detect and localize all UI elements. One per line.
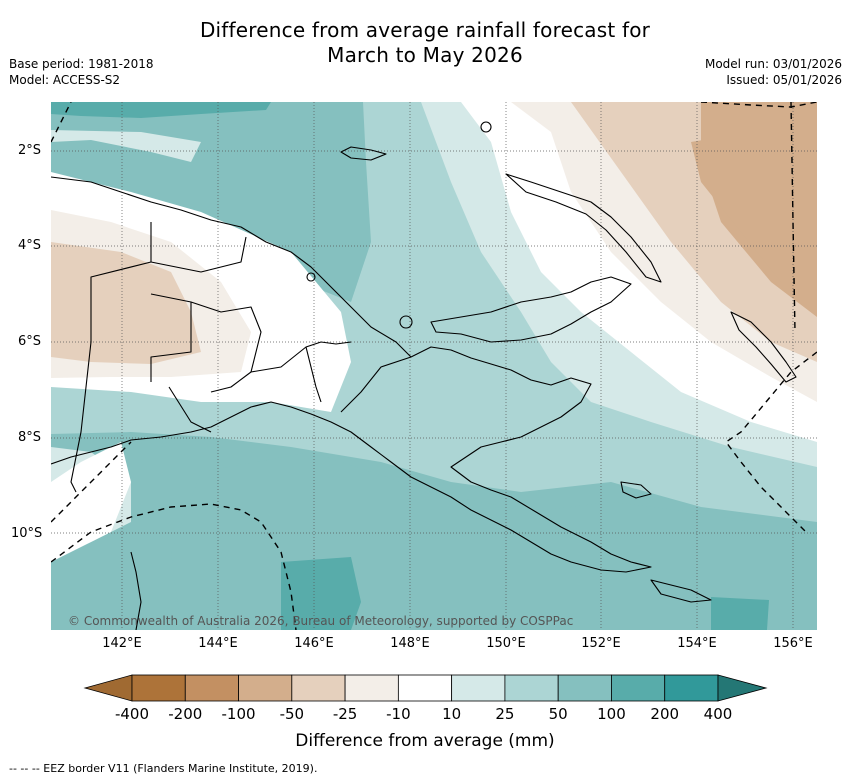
- island-small-3: [480, 121, 492, 133]
- new-guinea-coast: [51, 176, 652, 573]
- new-ireland: [505, 173, 662, 283]
- eez-southeast: [724, 351, 817, 533]
- province-line-1: [150, 236, 247, 273]
- copyright-notice: © Commonwealth of Australia 2026, Bureau…: [68, 614, 574, 628]
- colorbar-cell: [504, 674, 559, 702]
- cape-york: [130, 551, 142, 630]
- colorbar-tick-label: -50: [279, 705, 305, 723]
- lon-label-146e: 146°E: [294, 636, 334, 651]
- legend-title: Difference from average (mm): [295, 731, 555, 751]
- lon-label-144e: 144°E: [198, 636, 238, 651]
- colorbar-tick-label: -100: [221, 705, 256, 723]
- colorbar-cell: [238, 674, 293, 702]
- island-se-1: [620, 481, 652, 499]
- peninsula-line: [340, 356, 412, 413]
- colorbar-tick-label: -200: [168, 705, 203, 723]
- lon-label-156e: 156°E: [773, 636, 813, 651]
- region-100-200-south: [281, 557, 361, 630]
- island-se-2: [650, 579, 712, 603]
- island-small-2: [399, 315, 413, 329]
- colorbar-tick-label: 50: [548, 705, 568, 723]
- model-run: Model run: 03/01/2026: [704, 57, 842, 71]
- lon-label-152e: 152°E: [581, 636, 621, 651]
- colorbar-cell: [611, 674, 666, 702]
- province-line-2: [150, 293, 192, 382]
- title-line-2: March to May 2026: [327, 43, 523, 67]
- colorbar-cell: [557, 674, 612, 702]
- province-line-6: [168, 386, 212, 433]
- coastlines: [51, 121, 797, 630]
- lon-label-150e: 150°E: [486, 636, 526, 651]
- lat-label-4s: 4°S: [18, 238, 42, 253]
- colorbar-tick-label: 200: [650, 705, 680, 723]
- province-line-3: [190, 301, 262, 393]
- lon-label-148e: 148°E: [390, 636, 430, 651]
- colorbar-tick-label: 25: [495, 705, 515, 723]
- eez-borders: [51, 102, 817, 630]
- map-canvas: [51, 102, 817, 630]
- lat-label-8s: 8°S: [18, 430, 42, 445]
- run-info: Model run: 03/01/2026 Issued: 05/01/2026: [705, 56, 842, 88]
- model-info: Base period: 1981-2018 Model: ACCESS-S2: [9, 56, 154, 88]
- region-neutral-southwest: [51, 442, 131, 562]
- base-period: Base period: 1981-2018: [9, 57, 154, 71]
- province-line-5: [305, 346, 322, 403]
- lon-label-142e: 142°E: [102, 636, 142, 651]
- colorbar-low-arrow: [83, 674, 133, 702]
- lat-label-10s: 10°S: [11, 526, 43, 541]
- rainfall-map: [51, 102, 817, 630]
- eez-south: [51, 503, 297, 630]
- colorbar-cell: [664, 674, 719, 702]
- lat-label-2s: 2°S: [18, 143, 42, 158]
- colorbar-cell: [344, 674, 399, 702]
- island-small-1: [306, 272, 316, 282]
- lon-label-154e: 154°E: [677, 636, 717, 651]
- colorbar-tick-label: -400: [114, 705, 150, 723]
- model-name: Model: ACCESS-S2: [9, 73, 121, 87]
- colorbar-high-arrow: [717, 674, 768, 702]
- colorbar-tick-label: 10: [442, 705, 462, 723]
- eez-northwest: [51, 102, 72, 143]
- map-title: Difference from average rainfall forecas…: [0, 18, 850, 68]
- manus-island: [340, 146, 387, 161]
- colorbar-tick-label: -10: [386, 705, 411, 723]
- colorbar-cell: [291, 674, 346, 702]
- region-100-200-southeast: [711, 597, 769, 630]
- eez-note: -- -- -- EEZ border V11 (Flanders Marine…: [9, 762, 318, 775]
- colorbar-tick-label: 400: [703, 705, 733, 723]
- region-dry-west: [51, 242, 201, 364]
- province-line-4: [250, 341, 352, 373]
- lat-label-6s: 6°S: [18, 334, 42, 349]
- colorbar-cell: [397, 674, 453, 702]
- eez-northeast: [700, 102, 817, 108]
- colorbar: [83, 674, 768, 702]
- colorbar-tick-label: 100: [597, 705, 626, 723]
- colorbar-tick-label: -25: [332, 705, 358, 723]
- title-line-1: Difference from average rainfall forecas…: [199, 18, 651, 42]
- eez-west: [51, 441, 132, 523]
- region-10-25-west: [51, 130, 201, 162]
- colorbar-cell: [184, 674, 239, 702]
- colorbar-cell: [131, 674, 186, 702]
- region-100-200-north: [51, 102, 271, 118]
- colorbar-cells: [131, 674, 719, 702]
- new-britain: [430, 276, 632, 343]
- colorbar-cell: [451, 674, 506, 702]
- issued-date: Issued: 05/01/2026: [726, 73, 842, 87]
- region-drier-east-core: [691, 112, 817, 302]
- bougainville: [730, 311, 797, 383]
